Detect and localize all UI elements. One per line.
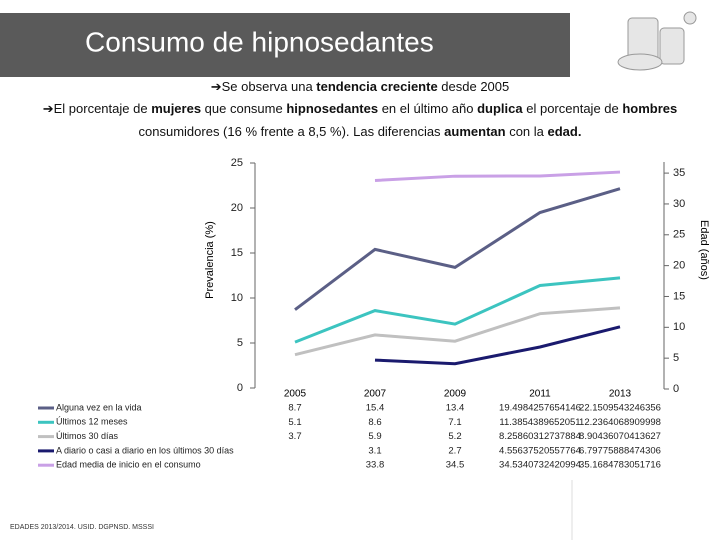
bullet-text: ➔Se observa una tendencia creciente desd…	[211, 79, 510, 94]
series-line	[294, 187, 621, 311]
x-tick-label: 2009	[444, 389, 467, 400]
table-cell: 3.1	[368, 445, 381, 456]
table-cell: 11.3854389652051	[499, 417, 580, 428]
slide-title: Consumo de hipnosedantes	[85, 26, 434, 57]
table-cell: 8.6	[368, 417, 381, 428]
table-cell: 33.8	[366, 460, 385, 471]
series-line	[294, 276, 621, 344]
table-cell: 19.4984257654146	[499, 403, 581, 414]
table-cell: 7.1	[448, 417, 461, 428]
pill-icon	[617, 11, 697, 71]
y2-tick-label: 35	[673, 167, 685, 179]
text-run: aumentan	[444, 124, 505, 139]
text-run: ➔Se observa una	[211, 79, 317, 94]
y2-tick-label: 25	[673, 229, 685, 241]
table-cell: 12.2364068909998	[579, 417, 661, 428]
table-cell: 2.7	[448, 445, 461, 456]
y2-tick-label: 0	[673, 383, 679, 395]
text-run: que consume	[201, 101, 286, 116]
table-cell: 35.1684783051716	[579, 460, 661, 471]
series-line	[374, 170, 621, 183]
legend-label: A diario o casi a diario en los últimos …	[56, 445, 234, 455]
y-tick-label: 0	[237, 382, 243, 394]
x-tick-label: 2005	[284, 389, 307, 400]
text-run: hombres	[622, 101, 677, 116]
table-cell: 8.25860312737884	[499, 431, 581, 442]
text-run: consumidores (16 % frente a 8,5 %). Las …	[139, 124, 445, 139]
bullet-text: consumidores (16 % frente a 8,5 %). Las …	[139, 124, 582, 139]
table-cell: 15.4	[366, 403, 385, 414]
text-run: en el último año	[378, 101, 477, 116]
table-cell: 5.1	[288, 417, 301, 428]
x-tick-label: 2013	[609, 389, 632, 400]
x-tick-label: 2007	[364, 389, 387, 400]
table-cell: 5.2	[448, 431, 461, 442]
table-cell: 34.5	[446, 460, 465, 471]
title-banner	[0, 13, 570, 77]
table-cell: 3.7	[288, 431, 301, 442]
y2-tick-label: 5	[673, 352, 679, 364]
series-line	[374, 325, 621, 366]
text-run: el porcentaje de	[523, 101, 623, 116]
legend-label: Últimos 12 meses	[56, 417, 128, 427]
y-tick-label: 25	[231, 157, 243, 169]
table-cell: 6.79775888474306	[579, 445, 661, 456]
table-cell: 22.1509543246356	[579, 403, 661, 414]
y2-axis-label: Edad (años)	[698, 220, 710, 280]
legend-label: Últimos 30 días	[56, 431, 119, 441]
y-axis-label: Prevalencia (%)	[204, 221, 216, 299]
y2-tick-label: 15	[673, 290, 685, 302]
legend-label: Edad media de inicio en el consumo	[56, 460, 201, 470]
y-tick-label: 15	[231, 247, 243, 259]
y2-tick-label: 20	[673, 260, 685, 272]
table-cell: 8.7	[288, 403, 301, 414]
bullet-text: ➔El porcentaje de mujeres que consume hi…	[43, 101, 678, 116]
table-cell: 8.90436070413627	[579, 431, 661, 442]
text-run: desde 2005	[438, 79, 510, 94]
y2-tick-label: 10	[673, 321, 685, 333]
text-run: tendencia creciente	[316, 79, 437, 94]
text-run: mujeres	[151, 101, 201, 116]
text-run: edad.	[548, 124, 582, 139]
y2-tick-label: 30	[673, 198, 685, 210]
table-cell: 4.55637520557764	[499, 445, 581, 456]
series-line	[294, 306, 621, 357]
table-cell: 34.5340732420994	[499, 460, 581, 471]
table-cell: 5.9	[368, 431, 381, 442]
text-run: hipnosedantes	[286, 101, 378, 116]
table-cell: 13.4	[446, 403, 465, 414]
y-tick-label: 20	[231, 202, 243, 214]
text-run: con la	[506, 124, 548, 139]
legend-label: Alguna vez en la vida	[56, 402, 142, 412]
y-tick-label: 5	[237, 337, 243, 349]
x-tick-label: 2011	[529, 389, 551, 400]
text-run: duplica	[477, 101, 523, 116]
source-note: EDADES 2013/2014. USID. DGPNSD. MSSSI	[10, 524, 154, 531]
y-tick-label: 10	[231, 292, 243, 304]
text-run: ➔El porcentaje de	[43, 101, 151, 116]
